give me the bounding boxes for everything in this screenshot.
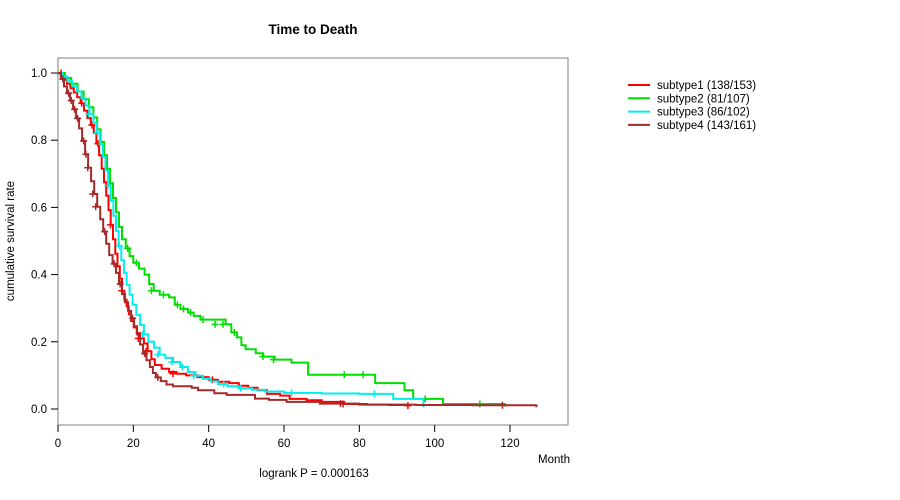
plot-border [57, 57, 569, 426]
km-curve-subtype4 [58, 72, 538, 408]
y-tick-label: 0.2 [31, 337, 47, 349]
plot-frame [57, 57, 569, 426]
censor-marks-subtype4 [59, 75, 506, 409]
x-tick-label: 80 [353, 438, 366, 450]
chart-title: Time to Death [268, 22, 357, 37]
y-tick-label: 0.6 [31, 202, 47, 214]
x-tick-label: 60 [278, 438, 291, 450]
x-tick-label: 20 [127, 438, 140, 450]
km-curve-subtype1 [58, 72, 410, 406]
x-tick-label: 120 [500, 438, 519, 450]
y-tick-label: 1.0 [31, 68, 47, 80]
logrank-annotation: logrank P = 0.000163 [259, 468, 368, 480]
y-tick-label: 0.4 [31, 270, 48, 282]
km-curve-subtype2 [58, 72, 507, 407]
x-tick-label: 100 [425, 438, 444, 450]
legend-item: subtype2 (81/107) [628, 93, 750, 105]
survival-curves [57, 69, 538, 410]
legend-label: subtype3 (86/102) [657, 107, 750, 119]
y-tick-label: 0.8 [31, 135, 47, 147]
x-axis-label: Month [538, 454, 570, 466]
legend-label: subtype2 (81/107) [657, 93, 750, 105]
legend-label: subtype4 (143/161) [657, 120, 756, 132]
censor-marks-subtype1 [57, 69, 412, 410]
legend-item: subtype1 (138/153) [628, 80, 756, 92]
x-tick-label: 0 [55, 438, 61, 450]
censor-marks-subtype3 [85, 110, 378, 398]
x-tick-label: 40 [202, 438, 215, 450]
km-curve-subtype3 [58, 72, 425, 408]
y-tick-label: 0.0 [31, 404, 47, 416]
legend-item: subtype3 (86/102) [628, 107, 750, 119]
axes: 0 20 40 60 80 100 120 0.0 0.2 0.4 0.6 0.8 1.0 [31, 68, 520, 450]
legend: subtype1 (138/153)subtype2 (81/107) subty… [628, 80, 756, 132]
legend-label: subtype1 (138/153) [657, 80, 756, 92]
y-axis-label: cumulative survival rate [5, 181, 17, 301]
legend-item: subtype4 (143/161) [628, 120, 756, 132]
censor-marks-subtype2 [106, 179, 484, 408]
